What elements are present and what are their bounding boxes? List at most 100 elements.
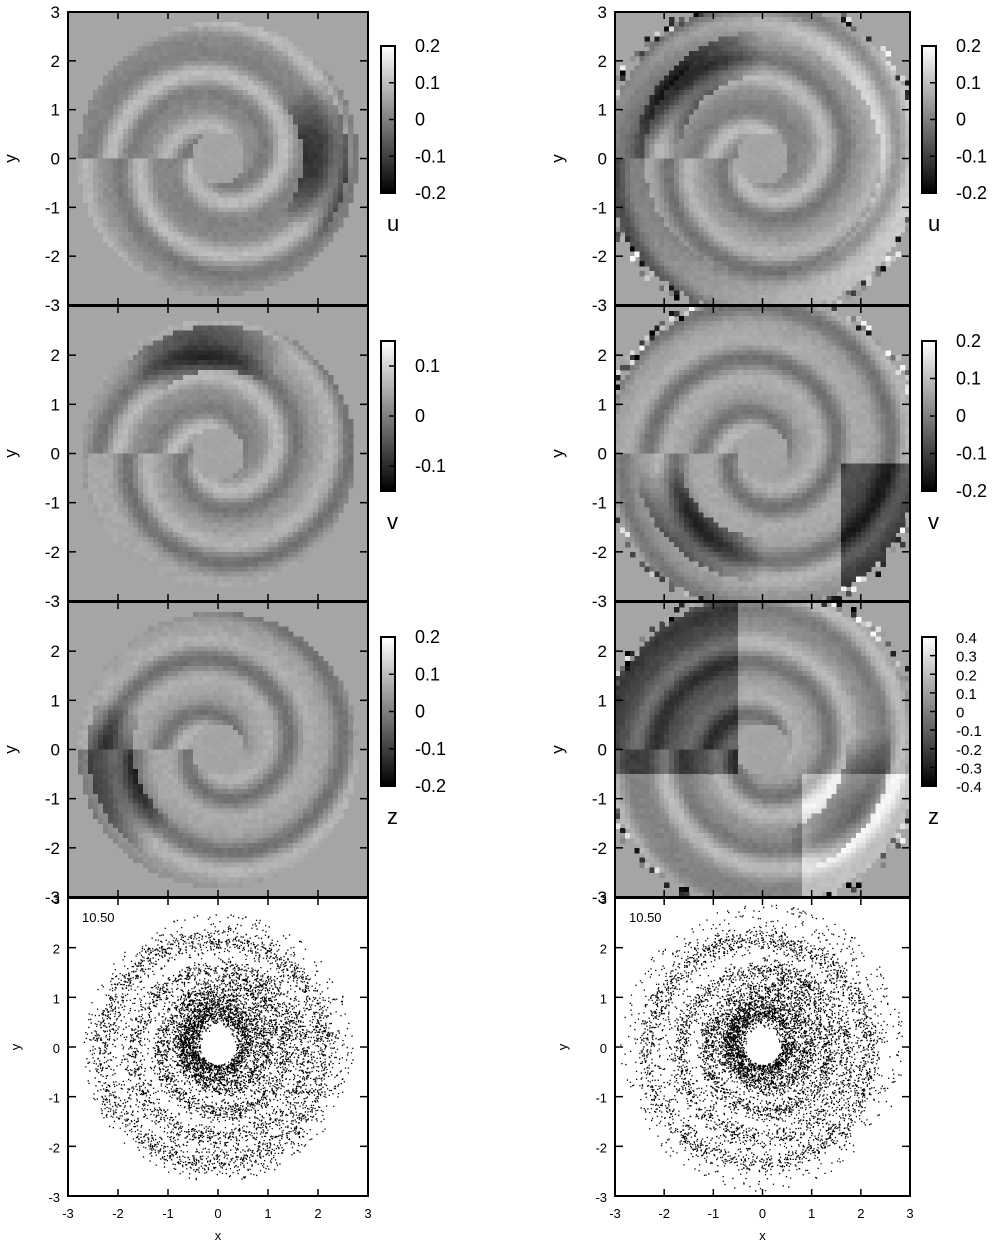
heatmap-cell — [298, 104, 304, 111]
heatmap-cell — [283, 187, 289, 194]
heatmap-cell — [238, 114, 244, 121]
heatmap-cell — [253, 468, 259, 474]
heatmap-cell — [283, 419, 289, 425]
heatmap-cell — [128, 153, 134, 160]
heatmap-cell — [153, 207, 159, 213]
heatmap-cell — [108, 424, 114, 430]
heatmap-cell — [133, 114, 139, 121]
heatmap-cell — [258, 221, 264, 228]
heatmap-cell — [338, 458, 344, 464]
heatmap-cell — [153, 109, 159, 116]
heatmap-cell — [198, 507, 204, 514]
heatmap-cell — [263, 70, 269, 77]
heatmap-cell — [243, 138, 249, 145]
heatmap-cell — [323, 197, 329, 204]
heatmap-cell — [138, 414, 144, 420]
heatmap-cell — [278, 207, 284, 213]
y-tick-label: -2 — [45, 247, 60, 266]
heatmap-cell — [168, 80, 174, 86]
heatmap-cell — [118, 90, 124, 96]
heatmap-cell — [268, 236, 274, 243]
heatmap-cell — [298, 143, 304, 150]
heatmap-cell — [103, 138, 109, 145]
heatmap-cell — [168, 394, 174, 401]
heatmap-cell — [208, 114, 214, 121]
heatmap-cell — [288, 163, 294, 169]
heatmap-cell — [243, 424, 249, 430]
heatmap-cell — [133, 453, 139, 460]
heatmap-cell — [228, 241, 234, 247]
heatmap-cell — [158, 31, 164, 38]
heatmap-cell — [138, 173, 144, 179]
heatmap-cell — [133, 546, 139, 553]
heatmap-cell — [193, 270, 199, 277]
heatmap-cell — [153, 414, 159, 420]
heatmap-cell — [173, 256, 179, 262]
heatmap-cell — [128, 202, 134, 208]
heatmap-cell — [253, 527, 259, 533]
heatmap-cell — [168, 65, 174, 72]
heatmap-cell — [178, 236, 184, 243]
heatmap-cell — [308, 502, 314, 509]
heatmap-cell — [138, 483, 144, 489]
heatmap-cell — [303, 360, 309, 366]
heatmap-cell — [173, 134, 179, 140]
heatmap-cell — [208, 178, 214, 184]
heatmap-cell — [248, 561, 254, 568]
heatmap-cell — [173, 483, 179, 489]
heatmap-cell — [213, 350, 219, 356]
heatmap-cell — [163, 197, 169, 204]
heatmap-cell — [278, 428, 284, 435]
heatmap-cell — [98, 788, 104, 795]
heatmap-cell — [248, 241, 254, 247]
heatmap-cell — [278, 41, 284, 47]
heatmap-cell — [203, 217, 209, 223]
heatmap-cell — [313, 114, 319, 121]
heatmap-cell — [98, 153, 104, 160]
heatmap-cell — [283, 522, 289, 528]
heatmap-cell — [173, 404, 179, 410]
heatmap-cell — [188, 207, 194, 213]
heatmap-cell — [188, 458, 194, 464]
heatmap-cell — [258, 31, 264, 38]
heatmap-cell — [243, 212, 249, 218]
heatmap-cell — [253, 424, 259, 430]
heatmap-cell — [333, 90, 339, 96]
heatmap-cell — [263, 85, 269, 91]
heatmap-cell — [268, 134, 274, 140]
heatmap-cell — [138, 231, 144, 238]
heatmap-cell — [248, 497, 254, 504]
heatmap-cell — [323, 443, 329, 450]
heatmap-cell — [203, 546, 209, 553]
heatmap-cell — [143, 556, 149, 563]
heatmap-cell — [98, 685, 104, 692]
heatmap-cell — [153, 384, 159, 391]
heatmap-cell — [218, 41, 224, 47]
heatmap-cell — [233, 21, 239, 28]
heatmap-cell — [283, 365, 289, 371]
heatmap-cell — [228, 290, 234, 296]
heatmap-cell — [238, 217, 244, 223]
heatmap-cell — [213, 265, 219, 272]
heatmap-cell — [118, 360, 124, 366]
heatmap-cell — [118, 507, 124, 514]
heatmap-cell — [183, 46, 189, 52]
heatmap-cell — [308, 217, 314, 223]
heatmap-cell — [83, 182, 89, 189]
heatmap-cell — [123, 453, 129, 460]
heatmap-cell — [113, 197, 119, 204]
heatmap-cell — [198, 453, 204, 460]
heatmap-cell — [308, 90, 314, 96]
heatmap-cell — [198, 173, 204, 179]
heatmap-cell — [218, 448, 224, 455]
heatmap-cell — [308, 182, 314, 189]
colorbar-tick-label: 0 — [415, 110, 425, 130]
heatmap-cell — [253, 143, 259, 150]
heatmap-cell — [168, 36, 174, 42]
heatmap-cell — [298, 350, 304, 356]
heatmap-cell — [233, 517, 239, 523]
heatmap-cell — [303, 99, 309, 106]
heatmap-cell — [213, 226, 219, 233]
heatmap-cell — [253, 99, 259, 106]
heatmap-cell — [288, 374, 294, 381]
